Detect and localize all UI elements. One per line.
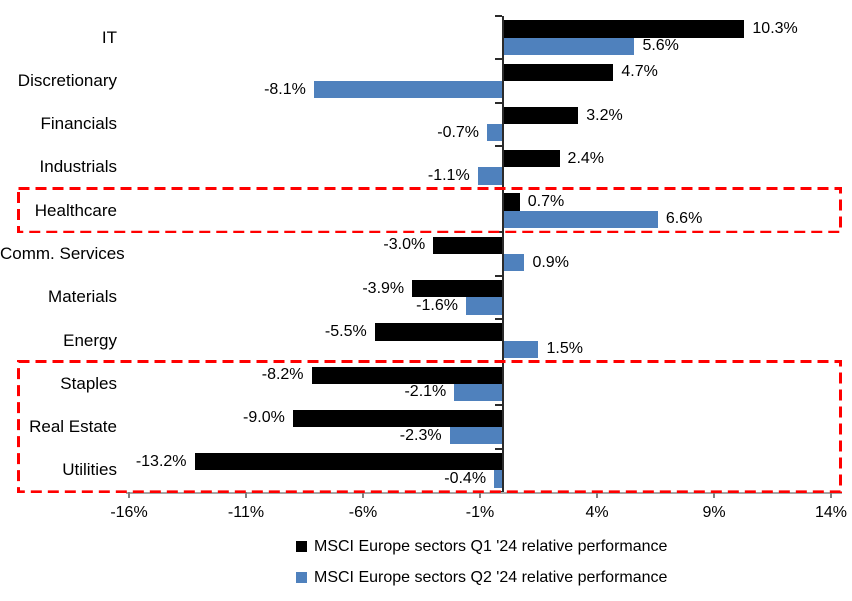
q1-bar <box>412 279 504 298</box>
q2-value-label: 6.6% <box>665 210 703 228</box>
legend: MSCI Europe sectors Q1 '24 relative perf… <box>296 531 667 593</box>
legend-item-q1: MSCI Europe sectors Q1 '24 relative perf… <box>296 531 667 562</box>
category-tick <box>495 58 503 61</box>
q2-bar <box>487 124 504 142</box>
q2-value-label: 0.9% <box>532 253 569 271</box>
category-label: IT <box>101 27 117 47</box>
q1-bar <box>311 366 504 384</box>
x-tick-label: 4% <box>585 504 609 521</box>
x-tick-label: -16% <box>110 504 148 521</box>
x-tick-label: -6% <box>348 504 378 521</box>
category-tick <box>495 101 503 104</box>
q1-legend-label: MSCI Europe sectors Q1 '24 relative perf… <box>314 537 668 555</box>
category-tick <box>495 188 503 191</box>
q2-bar <box>503 340 539 358</box>
q2-legend-swatch-icon <box>296 572 307 583</box>
category-tick <box>495 231 503 234</box>
x-tick-label: -1% <box>465 504 495 521</box>
category-label: Materials <box>48 287 117 307</box>
x-axis-tick <box>830 492 832 498</box>
q2-bar <box>465 297 504 315</box>
x-tick-label: -11% <box>227 504 265 521</box>
category-label: Utilities <box>62 460 117 480</box>
x-axis-tick <box>128 492 130 498</box>
legend-item-q2: MSCI Europe sectors Q2 '24 relative perf… <box>296 562 667 593</box>
q1-value-label: -5.5% <box>324 322 367 340</box>
category-tick <box>495 404 503 407</box>
q2-value-label: -0.4% <box>444 470 487 488</box>
category-tick <box>495 361 503 364</box>
category-tick <box>495 15 503 17</box>
x-axis-tick <box>713 492 715 498</box>
q2-bar <box>503 37 635 55</box>
category-label: Healthcare <box>34 200 117 220</box>
category-label: Energy <box>63 330 117 350</box>
q2-bar <box>503 210 658 229</box>
x-axis-tick <box>245 492 247 498</box>
q1-value-label: -3.9% <box>362 279 405 297</box>
category-tick <box>495 274 503 277</box>
q1-bar <box>292 409 504 428</box>
q1-value-label: 10.3% <box>752 19 798 37</box>
q1-value-label: 3.2% <box>586 106 623 124</box>
x-tick-label: 9% <box>702 504 726 521</box>
q2-bar <box>449 427 504 445</box>
category-label: Industrials <box>39 157 117 177</box>
q2-value-label: -1.1% <box>427 167 470 185</box>
category-label: Real Estate <box>29 417 117 437</box>
q1-bar <box>503 193 520 211</box>
q1-value-label: 4.7% <box>621 63 658 81</box>
zero-axis-line <box>502 16 505 492</box>
category-label: Staples <box>60 373 117 393</box>
q2-bar <box>477 167 504 185</box>
q2-value-label: -0.7% <box>437 123 480 141</box>
q1-bar <box>503 150 560 168</box>
q2-bar <box>503 254 525 272</box>
x-axis-tick <box>596 492 598 498</box>
q2-value-label: -1.6% <box>416 296 458 314</box>
category-tick <box>495 144 503 147</box>
q1-bar <box>194 453 504 471</box>
x-axis-tick <box>362 492 364 498</box>
category-tick <box>495 317 503 320</box>
x-axis-tick <box>479 492 481 498</box>
q1-value-label: -13.2% <box>135 452 187 470</box>
q1-bar <box>503 20 745 38</box>
q1-value-label: 0.7% <box>527 193 565 211</box>
q1-bar <box>374 323 504 341</box>
q1-bar <box>503 106 579 125</box>
x-tick-label: 14% <box>814 504 848 521</box>
q2-value-label: -2.3% <box>399 426 442 444</box>
q1-bar <box>503 63 614 81</box>
q2-bar <box>454 383 504 402</box>
category-tick <box>495 447 503 450</box>
q1-value-label: -3.0% <box>383 236 426 254</box>
category-label: Comm. Services <box>0 244 125 263</box>
q1-bar <box>433 236 504 254</box>
category-label: Financials <box>40 114 117 134</box>
q2-value-label: -2.1% <box>404 383 447 401</box>
q2-value-label: -8.1% <box>264 80 306 98</box>
category-label: Discretionary <box>17 70 117 90</box>
q1-value-label: -8.2% <box>261 366 304 384</box>
q1-value-label: -9.0% <box>243 409 285 427</box>
q2-legend-label: MSCI Europe sectors Q2 '24 relative perf… <box>314 568 668 586</box>
x-axis-line <box>126 492 842 494</box>
q2-bar <box>313 80 504 99</box>
q2-value-label: 1.5% <box>546 340 583 358</box>
q1-value-label: 2.4% <box>567 149 605 167</box>
q1-legend-swatch-icon <box>296 541 307 552</box>
q2-value-label: 5.6% <box>642 37 679 55</box>
highlight-box <box>17 186 842 234</box>
